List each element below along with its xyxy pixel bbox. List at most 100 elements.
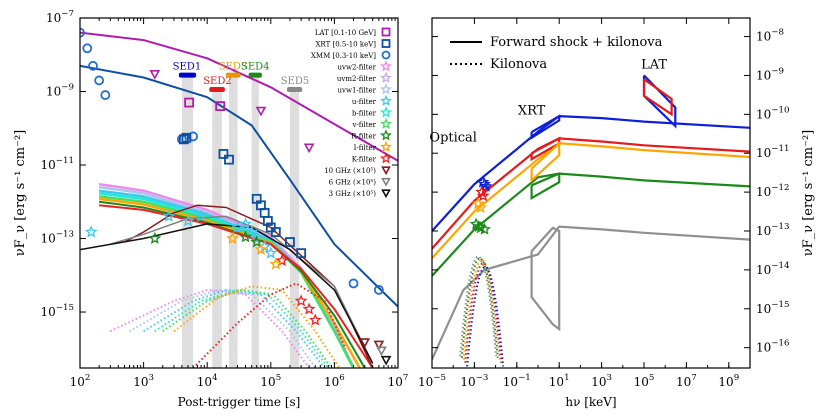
y-axis-label: νF_ν [erg s⁻¹ cm⁻²] (801, 130, 816, 257)
data-point (84, 225, 98, 238)
x-tick-label: 10−5 (418, 373, 446, 389)
annotation: LAT (641, 58, 667, 73)
x-tick-label: 105 (634, 373, 655, 389)
legend-label: Forward shock + kilonova (490, 35, 663, 50)
legend-marker (380, 71, 392, 83)
optical-point (476, 189, 490, 202)
frame-left (79, 17, 399, 369)
data-point (245, 225, 259, 238)
sed-model-line (432, 225, 750, 360)
legend-label: XRT [0.5-10 keV] (315, 41, 376, 49)
data-point (308, 313, 322, 326)
legend-label: R-filter (351, 133, 376, 141)
y-tick-label: 10−15 (41, 303, 74, 319)
series-line (109, 288, 310, 368)
series-line (162, 288, 333, 368)
data-point (250, 231, 264, 244)
data-point (80, 27, 85, 38)
annotation: XRT (518, 103, 546, 118)
x-tick-label: 107 (388, 373, 409, 389)
plot-area-right (432, 74, 750, 367)
sed-band (251, 75, 259, 368)
legend-label: uvw1-filter (338, 87, 377, 95)
sed-bar (248, 72, 262, 78)
data-point (218, 149, 229, 159)
data-point (239, 217, 252, 230)
series-line (80, 223, 374, 364)
data-point (270, 227, 281, 237)
legend-marker (380, 117, 392, 129)
series-line (192, 282, 347, 368)
data-point (302, 302, 316, 315)
series-line (143, 288, 326, 368)
data-point (294, 294, 308, 307)
sed-label: SED3 (219, 61, 248, 72)
x-tick-label: 10−1 (503, 373, 531, 389)
data-point (88, 60, 98, 71)
data-point (275, 253, 289, 267)
plot-area-left (80, 27, 398, 368)
legend-label: uvm2-filter (337, 75, 377, 83)
series-line (98, 182, 355, 368)
legend-marker (381, 27, 391, 37)
right-panel: 10−5 10−3 10−1 101 103 105 107 109 10−8 10−9 10−10… (418, 17, 816, 409)
legend-label: 3 GHz (×10⁵) (329, 190, 377, 198)
legend-label: b-filter (352, 110, 377, 118)
x-tick-label: 104 (197, 373, 218, 389)
legend-label: K-filter (352, 156, 377, 164)
series-line (124, 204, 374, 368)
series-line (129, 288, 317, 368)
legend-marker (381, 39, 391, 48)
y-tick-label: 10−14 (756, 261, 790, 277)
legend-marker (380, 106, 392, 118)
y-tick-label: 10−7 (46, 9, 74, 25)
series-line (80, 64, 398, 308)
sed-label: SED2 (203, 76, 232, 87)
data-point (184, 97, 195, 108)
data-point (215, 101, 226, 112)
data-point (188, 131, 198, 142)
optical-point (474, 200, 488, 213)
legend-label: XMM [0.3-10 keV] (311, 52, 376, 60)
x-axis-label: Post-trigger time [s] (178, 395, 301, 409)
legend-label: 6 GHz (×10⁵) (329, 179, 377, 187)
x-tick-label: 10−3 (460, 373, 488, 389)
kilonova-line (462, 258, 501, 360)
data-point (255, 106, 267, 117)
y-tick-label: 10−11 (756, 144, 789, 160)
legend-label: Kilonova (490, 57, 547, 72)
y-tick-label: 10−10 (756, 105, 789, 121)
data-point (82, 43, 93, 54)
y-tick-label: 10−9 (756, 66, 784, 82)
sed-band (181, 75, 194, 368)
spectrum-bowtie (530, 140, 561, 183)
legend-marker (381, 189, 391, 199)
data-point (269, 257, 283, 270)
legend-marker (380, 83, 392, 95)
legend-marker (381, 177, 391, 187)
sed-label: SED5 (281, 76, 310, 87)
sed-bar (286, 86, 303, 92)
y-tick-label: 10−16 (756, 339, 789, 355)
data-point (239, 230, 252, 243)
series-line (154, 288, 330, 368)
spectrum-bowtie (530, 114, 561, 140)
spectrum-bowtie (642, 78, 673, 117)
series-line (98, 185, 355, 368)
data-point (94, 75, 105, 86)
legend-marker (380, 94, 392, 106)
y-axis-label: νF_ν [erg s⁻¹ cm⁻²] (13, 130, 28, 257)
sed-bar (225, 72, 241, 78)
sed-band (289, 89, 300, 368)
optical-point (479, 179, 493, 192)
optical-point (478, 222, 491, 235)
data-point (254, 242, 268, 255)
series-line (98, 204, 374, 368)
sed-label: SED4 (241, 61, 270, 72)
y-tick-label: 10−13 (41, 230, 74, 246)
data-point (285, 237, 295, 247)
optical-point (478, 177, 491, 190)
sed-model-line (432, 114, 750, 232)
y-tick-label: 10−13 (756, 222, 789, 238)
